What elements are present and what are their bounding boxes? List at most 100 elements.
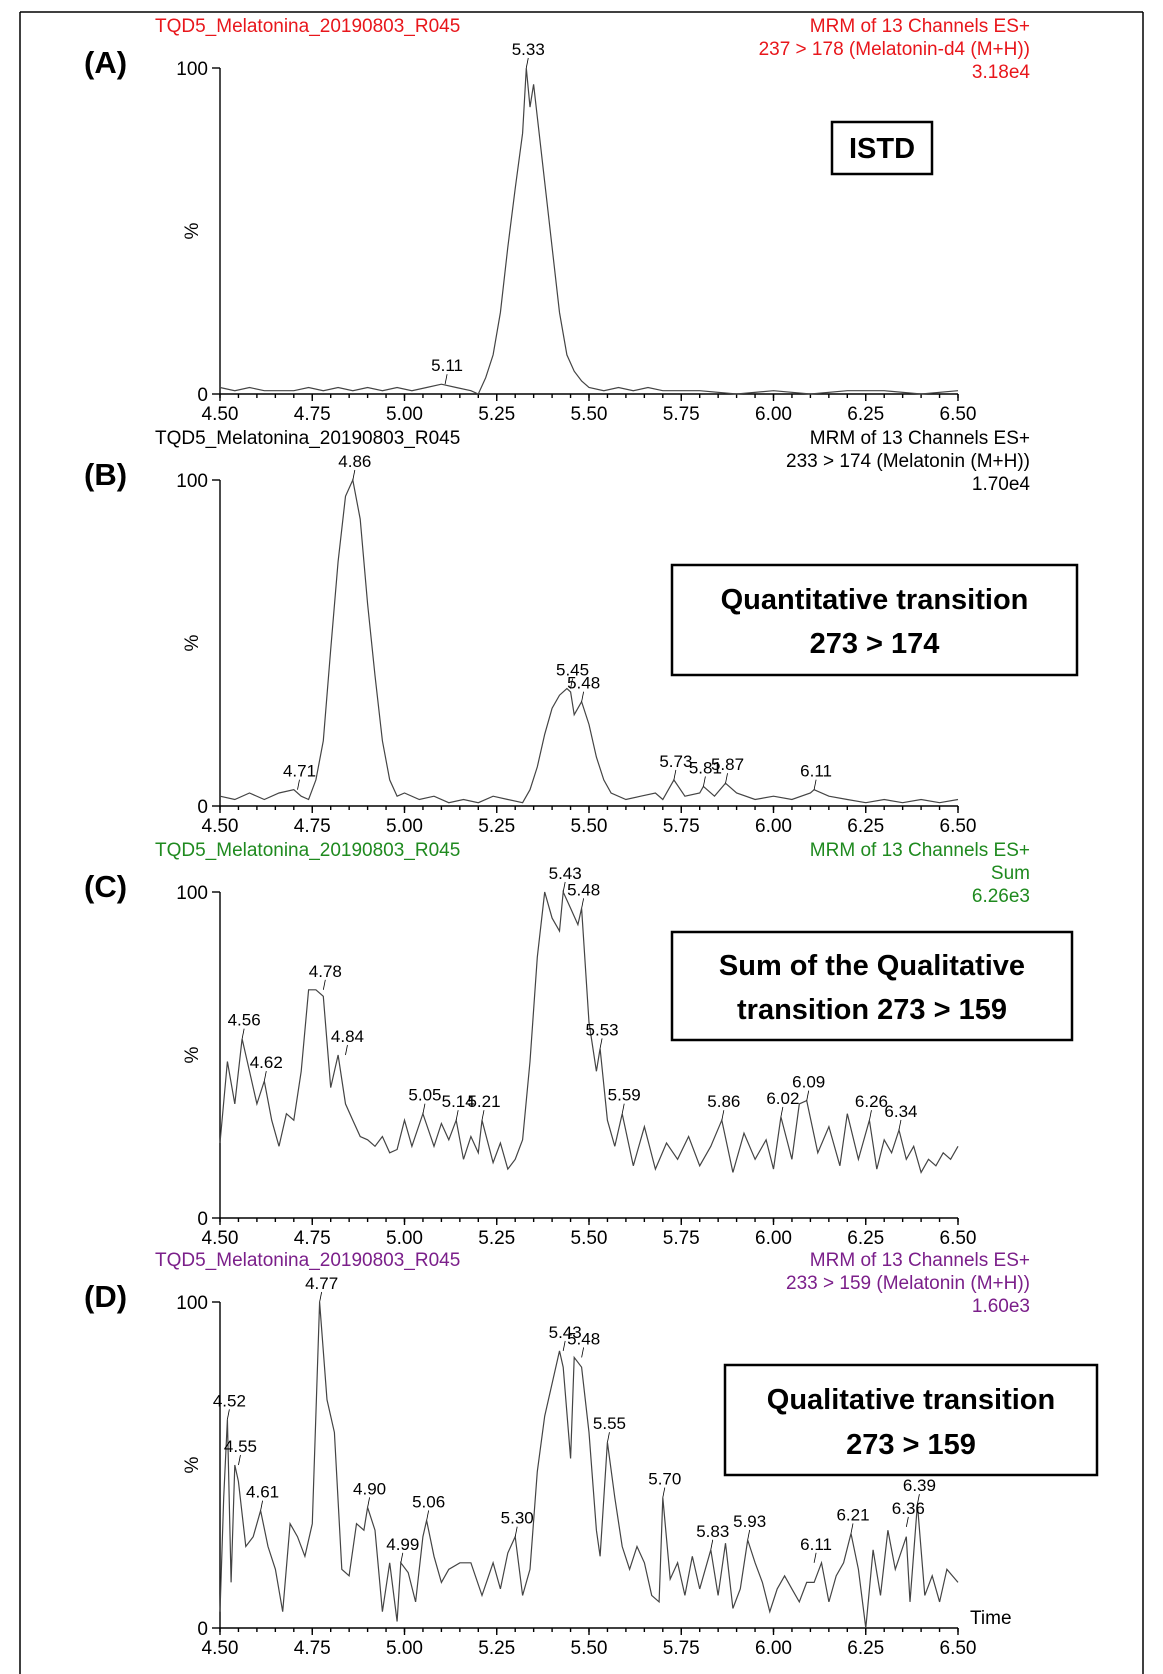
peak-label: 6.21 [836,1505,869,1524]
peak-label: 5.48 [567,1329,600,1348]
channel-info-line: 237 > 178 (Melatonin-d4 (M+H)) [759,39,1030,60]
peak-leader [238,1454,241,1466]
panel-label: (B) [84,457,127,492]
x-tick-label: 4.50 [202,816,239,837]
peak-label: 4.56 [228,1011,261,1030]
x-tick-label: 5.75 [663,1228,700,1249]
channel-info-line: 233 > 174 (Melatonin (M+H)) [786,451,1030,472]
peak-leader [263,1071,267,1082]
x-tick-label: 6.25 [847,816,884,837]
peak-leader [917,1494,920,1505]
annotation-text: 273 > 159 [846,1429,976,1461]
annotation-text: 273 > 174 [810,628,940,660]
peak-label: 5.93 [733,1512,766,1531]
peak-label: 4.78 [309,962,342,981]
x-tick-label: 5.25 [478,404,515,425]
channel-info-line: MRM of 13 Channels ES+ [810,1250,1030,1271]
peak-label: 5.81 [689,758,722,777]
channel-info-line: 1.70e4 [972,474,1031,495]
y-tick-label: 0 [197,385,208,406]
peak-leader [260,1500,263,1511]
peak-leader [581,691,585,702]
x-tick-label: 5.50 [571,816,608,837]
peak-label: 5.48 [567,674,600,693]
x-tick-label: 4.75 [294,816,331,837]
peak-label: 6.36 [892,1499,925,1518]
peak-leader [581,898,585,909]
peak-leader [226,1409,230,1420]
x-tick-label: 6.50 [940,816,977,837]
x-tick-label: 5.25 [478,816,515,837]
x-tick-label: 4.75 [294,1638,331,1659]
peak-leader [422,1103,426,1114]
x-tick-label: 5.00 [386,1638,423,1659]
peak-label: 5.73 [659,752,692,771]
y-axis-label: % [182,1046,203,1063]
peak-label: 6.39 [903,1476,936,1495]
peak-leader [898,1119,902,1131]
channel-info-line: MRM of 13 Channels ES+ [810,428,1030,449]
peak-leader [455,1110,459,1121]
peak-leader [570,678,573,689]
x-tick-label: 6.00 [755,404,792,425]
y-axis-label: % [182,1456,203,1473]
peak-leader [702,776,706,787]
peak-leader [345,1044,348,1056]
peak-label: 4.71 [283,762,316,781]
peak-label: 4.55 [224,1437,257,1456]
peak-leader [426,1510,430,1521]
x-tick-label: 4.50 [202,1638,239,1659]
peak-label: 5.43 [549,1323,582,1342]
y-tick-label: 0 [197,1619,208,1640]
peak-label: 5.43 [549,864,582,883]
x-tick-label: 6.50 [940,404,977,425]
x-tick-label: 4.50 [202,1228,239,1249]
peak-label: 5.33 [512,40,545,59]
peak-label: 5.11 [431,356,463,375]
peak-label: 5.45 [556,661,589,680]
peak-label: 6.11 [800,762,832,781]
x-tick-label: 4.50 [202,404,239,425]
peak-label: 4.77 [305,1274,338,1293]
peak-leader [319,1291,323,1303]
chromatogram-trace [219,1301,959,1629]
x-tick-label: 6.25 [847,404,884,425]
peak-leader [581,1347,585,1358]
channel-info-line: MRM of 13 Channels ES+ [810,16,1030,37]
channel-info-line: 6.26e3 [972,886,1030,907]
peak-leader [322,979,326,990]
peak-label: 4.62 [250,1053,283,1072]
x-tick-label: 6.25 [847,1228,884,1249]
peak-leader [721,1110,725,1121]
sample-title: TQD5_Melatonina_20190803_R045 [155,16,460,37]
peak-label: 5.48 [567,880,600,899]
peak-leader [481,1110,485,1121]
channel-info-line: 233 > 159 (Melatonin (M+H)) [786,1273,1030,1294]
y-tick-label: 100 [176,59,208,80]
sample-title: TQD5_Melatonina_20190803_R045 [155,840,460,861]
channel-info-line: MRM of 13 Channels ES+ [810,840,1030,861]
x-tick-label: 5.50 [571,1228,608,1249]
annotation-box [723,1363,1099,1477]
peak-label: 4.86 [338,452,371,471]
x-tick-label: 5.00 [386,1228,423,1249]
peak-leader [525,57,529,69]
x-tick-label: 5.25 [478,1638,515,1659]
chromatogram-trace [219,889,959,1174]
peak-label: 5.21 [467,1092,500,1111]
peak-label: 5.14 [442,1092,475,1111]
peak-leader [710,1539,714,1550]
x-tick-label: 4.75 [294,404,331,425]
peak-label: 6.34 [884,1102,917,1121]
panel-label: (D) [84,1279,127,1314]
y-tick-label: 0 [197,797,208,818]
x-tick-label: 6.00 [755,1228,792,1249]
x-tick-label: 6.25 [847,1638,884,1659]
y-tick-label: 100 [176,883,208,904]
peak-leader [662,1487,666,1498]
x-tick-label: 5.75 [663,816,700,837]
y-axis-label: % [182,222,203,239]
x-tick-label: 4.75 [294,1228,331,1249]
peak-leader [747,1529,751,1541]
peak-leader [725,773,728,784]
